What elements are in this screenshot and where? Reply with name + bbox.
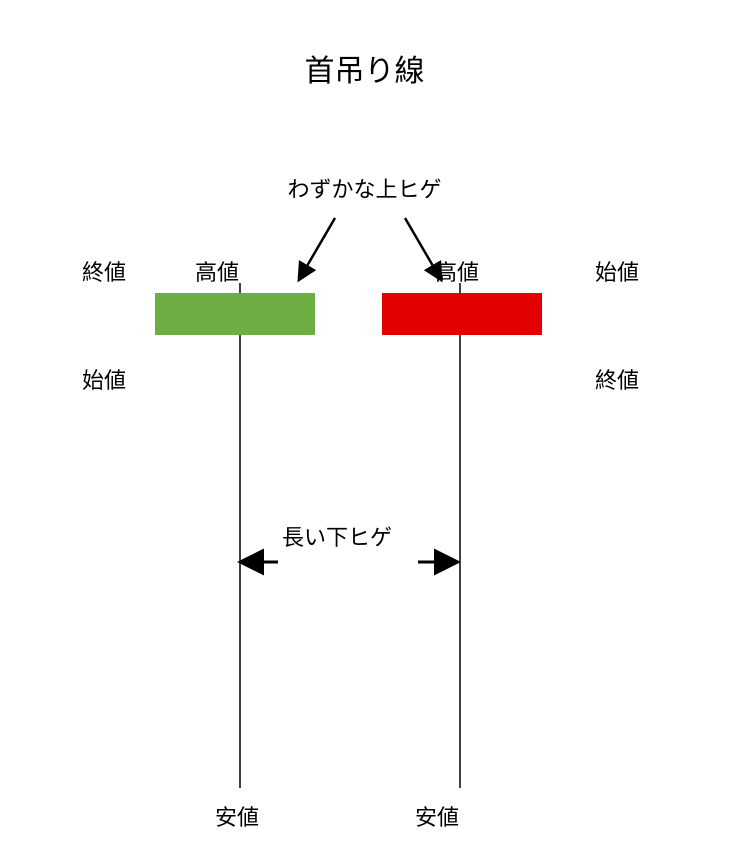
candlestick-svg [0,0,729,856]
green-candle-body [155,293,315,335]
diagram-container: 首吊り線 わずかな上ヒゲ 終値 高値 高値 始値 始値 終値 長い下ヒゲ 安値 … [0,0,729,856]
arrow-to-green [300,218,335,278]
arrow-to-red [405,218,440,278]
red-candle-body [382,293,542,335]
